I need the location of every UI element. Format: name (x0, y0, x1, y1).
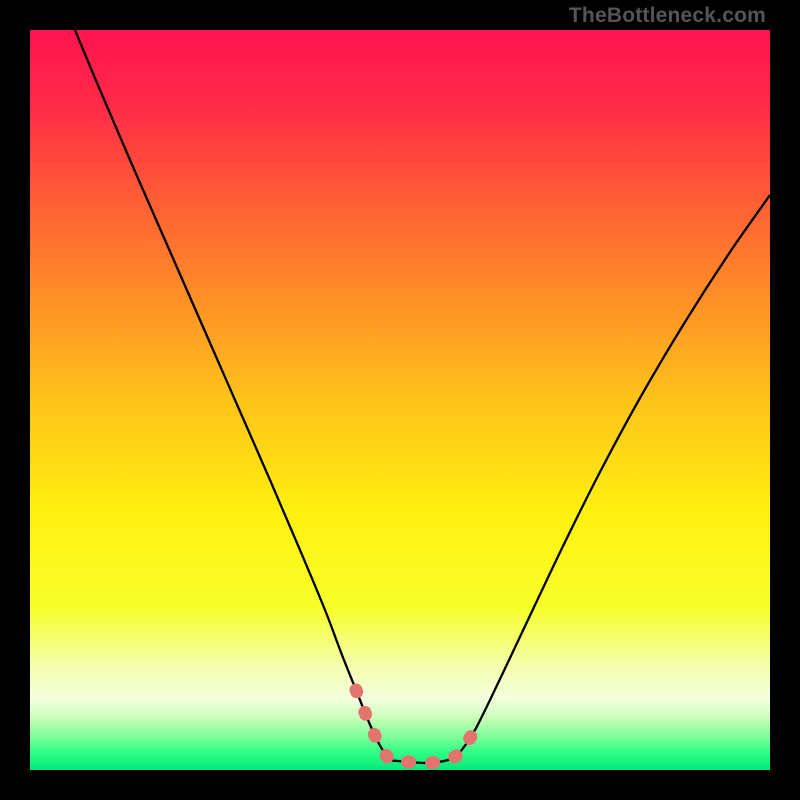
plot-area (30, 30, 770, 770)
watermark-text: TheBottleneck.com (569, 4, 766, 28)
bottleneck-curve (75, 30, 770, 763)
curve-layer (30, 30, 770, 770)
optimal-range-band (356, 690, 475, 763)
chart-frame: TheBottleneck.com (0, 0, 800, 800)
